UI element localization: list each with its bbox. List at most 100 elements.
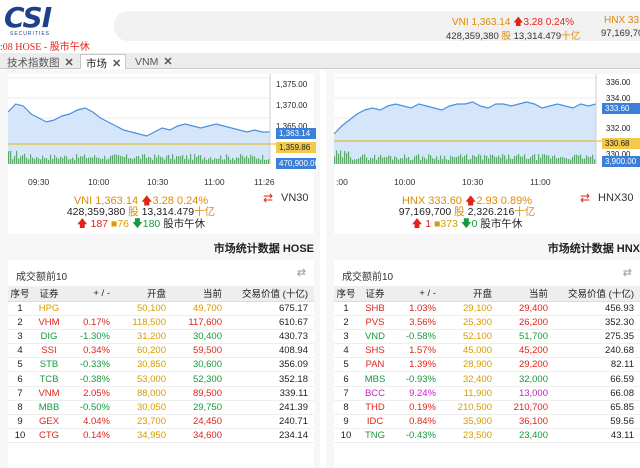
table-row[interactable]: 4 SHS 1.57% 45,000 45,200 240.68 [334, 343, 640, 359]
cell-cur: 24,450 [168, 414, 224, 430]
table-row[interactable]: 3 DIG -1.30% 31,200 30,400 430.73 [8, 329, 314, 345]
csi-logo[interactable]: CSI SECURITIES [4, 1, 74, 37]
cell-pct: -0.58% [392, 329, 438, 345]
volume-bar [166, 155, 168, 164]
table-row[interactable]: 10 TNG -0.43% 23,500 23,400 43.11 [334, 428, 640, 444]
tab-vnm[interactable]: VNM ✕ [130, 54, 177, 69]
column-header[interactable]: 交易价值 (十亿) [224, 286, 314, 302]
table-row[interactable]: 10 CTG 0.14% 34,950 34,600 234.14 [8, 428, 314, 444]
table-header-row: 序号 证券 + / - 开盘 当前 交易价值 (十亿) [334, 286, 640, 302]
volume-bar [262, 155, 264, 164]
cell-sym[interactable]: TCB [32, 371, 66, 387]
column-header[interactable]: + / - [392, 286, 438, 302]
vni-intraday-chart[interactable]: 1,375.00 1,370.00 1,365.00 1,363.14 1,35… [8, 74, 319, 188]
column-header[interactable]: 序号 [8, 286, 32, 302]
tab-technical-chart[interactable]: 技术指数图 ✕ [2, 54, 78, 69]
cell-sym[interactable]: PVS [358, 315, 392, 330]
volume-bar [524, 154, 526, 164]
volume-bar [362, 154, 364, 164]
cell-sym[interactable]: STB [32, 357, 66, 373]
cell-sym[interactable]: SHB [358, 301, 392, 316]
volume-bar [10, 150, 12, 164]
table-row[interactable]: 9 GEX 4.04% 23,700 24,450 240.71 [8, 414, 314, 430]
tab-market[interactable]: 市场 ✕ [80, 54, 127, 70]
column-header[interactable]: 开盘 [112, 286, 168, 302]
column-header[interactable]: 开盘 [438, 286, 494, 302]
volume-bar [496, 157, 498, 164]
column-header[interactable]: 证券 [32, 286, 66, 302]
volume-bar [8, 151, 10, 164]
cell-sym[interactable]: CTG [32, 428, 66, 444]
close-icon[interactable]: ✕ [163, 56, 173, 68]
cell-idx: 5 [334, 357, 358, 373]
volume-bar [248, 158, 250, 164]
table-row[interactable]: 3 VND -0.58% 52,100 51,700 275.35 [334, 329, 640, 345]
table-row[interactable]: 2 PVS 3.56% 25,300 26,200 352.30 [334, 315, 640, 330]
table-row[interactable]: 9 IDC 0.84% 35,900 36,100 59.56 [334, 414, 640, 430]
cell-sym[interactable]: TNG [358, 428, 392, 444]
table-row[interactable]: 5 PAN 1.39% 28,900 29,200 82.11 [334, 357, 640, 373]
cell-sym[interactable]: VHM [32, 315, 66, 330]
table-row[interactable]: 8 THD 0.19% 210,500 210,700 65.85 [334, 400, 640, 416]
table-row[interactable]: 6 MBS -0.93% 32,400 32,000 66.59 [334, 371, 640, 387]
cell-sym[interactable]: GEX [32, 414, 66, 430]
swap-index-icon[interactable]: ⇄ [263, 191, 274, 205]
swap-icon[interactable]: ⇄ [296, 267, 306, 279]
volume-bar [380, 154, 382, 164]
cell-sym[interactable]: MBB [32, 400, 66, 416]
cell-open: 23,500 [438, 428, 494, 444]
ticker-vni-name: VNI [452, 17, 469, 28]
volume-bar [548, 155, 550, 164]
cell-sym[interactable]: MBS [358, 371, 392, 387]
cell-idx: 9 [334, 414, 358, 430]
volume-bar [358, 158, 360, 164]
vn30-switch-label[interactable]: VN30 [281, 192, 309, 204]
table-row[interactable]: 5 STB -0.33% 30,850 30,600 356.09 [8, 357, 314, 373]
volume-bar [552, 156, 554, 164]
column-header[interactable]: + / - [66, 286, 112, 302]
cell-sym[interactable]: BCC [358, 386, 392, 401]
table-row[interactable]: 7 BCC 9.24% 11,900 13,000 66.08 [334, 386, 640, 401]
cell-sym[interactable]: PAN [358, 357, 392, 373]
cell-sym[interactable]: SSI [32, 343, 66, 359]
column-header[interactable]: 序号 [334, 286, 358, 302]
table-row[interactable]: 1 SHB 1.03% 29,100 29,400 456.93 [334, 301, 640, 316]
cell-sym[interactable]: HPG [32, 301, 66, 316]
ticker-vni-line[interactable]: VNI 1,363.14 🡅3.28 0.24% [452, 15, 574, 32]
hnx-intraday-chart[interactable]: 336.00 334.00 332.00 330.00 333.60 330.6… [334, 74, 640, 188]
ticker-hnx-value: 33 [627, 15, 640, 26]
table-row[interactable]: 4 SSI 0.34% 60,200 59,500 408.94 [8, 343, 314, 359]
volume-bar [98, 157, 100, 164]
column-header[interactable]: 当前 [494, 286, 550, 302]
column-header[interactable]: 当前 [168, 286, 224, 302]
cell-idx: 3 [334, 329, 358, 345]
cell-open: 31,200 [112, 329, 168, 345]
cell-sym[interactable]: IDC [358, 414, 392, 430]
close-icon[interactable]: ✕ [64, 57, 74, 69]
table-row[interactable]: 6 TCB -0.38% 53,000 52,300 352.18 [8, 371, 314, 387]
table-row[interactable]: 8 MBB -0.50% 30,050 29,750 241.39 [8, 400, 314, 416]
hnx30-switch-label[interactable]: HNX30 [598, 192, 634, 204]
volume-bar [258, 158, 260, 164]
cell-sym[interactable]: DIG [32, 329, 66, 345]
cell-open: 88,000 [112, 386, 168, 401]
column-header[interactable]: 交易价值 (十亿) [550, 286, 640, 302]
table-row[interactable]: 7 VNM 2.05% 88,000 89,500 339.11 [8, 386, 314, 401]
table-row[interactable]: 2 VHM 0.17% 118,500 117,600 610.67 [8, 315, 314, 330]
cell-idx: 7 [334, 386, 358, 401]
cell-sym[interactable]: VNM [32, 386, 66, 401]
x-tick-label: 10:00 [394, 177, 416, 187]
volume-bar [508, 154, 510, 164]
cell-sym[interactable]: SHS [358, 343, 392, 359]
table-row[interactable]: 1 HPG 50,100 49,700 675.17 [8, 301, 314, 316]
cell-sym[interactable]: THD [358, 400, 392, 416]
volume-bar [246, 155, 248, 164]
ticker-hnx-line[interactable]: HNX 33 [604, 15, 639, 26]
volume-bar [352, 159, 354, 164]
column-header[interactable]: 证券 [358, 286, 392, 302]
swap-index-icon[interactable]: ⇄ [580, 191, 591, 205]
cell-sym[interactable]: VND [358, 329, 392, 345]
volume-bar [456, 157, 458, 164]
swap-icon[interactable]: ⇄ [622, 267, 632, 279]
close-icon[interactable]: ✕ [112, 58, 122, 70]
